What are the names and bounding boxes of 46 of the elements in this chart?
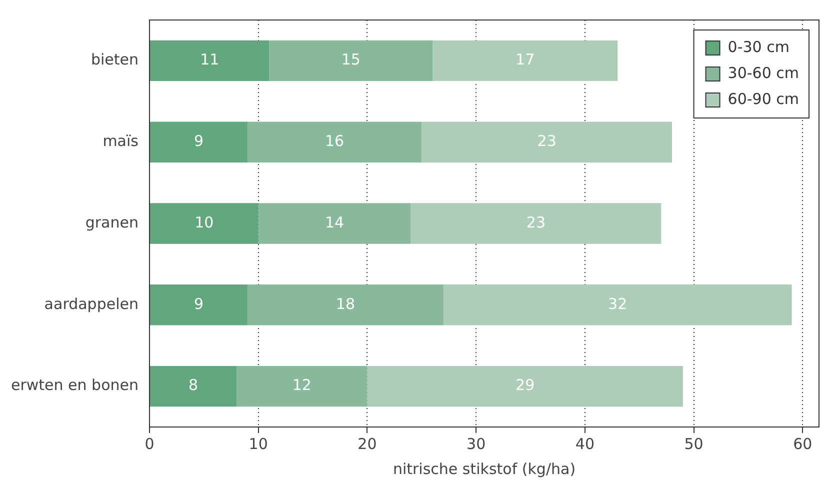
y-tick-label: granen (85, 213, 138, 232)
x-tick-label: 0 (144, 434, 154, 453)
data-label: 17 (516, 50, 535, 69)
data-label: 18 (336, 294, 355, 313)
bar (269, 40, 433, 82)
legend-label: 60-90 cm (728, 90, 800, 108)
x-axis-title: nitrische stikstof (kg/ha) (392, 460, 576, 478)
data-label: 16 (325, 132, 344, 150)
bar (247, 122, 422, 162)
data-label: 23 (537, 132, 556, 150)
bar (258, 203, 411, 244)
bar (236, 366, 368, 407)
x-tick-label: 30 (466, 434, 486, 453)
x-tick-label: 10 (248, 434, 268, 453)
data-label: 23 (526, 213, 546, 232)
data-label: 8 (188, 376, 198, 394)
data-label: 10 (194, 213, 214, 232)
bar (443, 284, 792, 326)
data-label: 12 (292, 376, 312, 394)
y-tick-label: bieten (90, 50, 138, 69)
bar (432, 40, 618, 82)
bar (422, 122, 672, 162)
bar (150, 366, 237, 407)
data-label: 14 (325, 213, 344, 232)
legend-label: 30-60 cm (728, 64, 800, 82)
data-label: 29 (516, 376, 535, 394)
legend-label: 0-30 cm (728, 38, 790, 56)
x-tick-label: 50 (684, 434, 704, 453)
y-tick-label: aardappelen (44, 294, 138, 313)
bar (150, 40, 270, 82)
data-label: 9 (194, 294, 204, 313)
bar (367, 366, 683, 407)
bar (150, 203, 258, 244)
y-tick-label: erwten en bonen (10, 376, 138, 394)
y-tick-label: maïs (102, 132, 139, 150)
bar (410, 203, 662, 244)
bar (150, 122, 248, 162)
data-label: 15 (341, 50, 360, 69)
x-tick-label: 20 (358, 434, 377, 453)
bar (150, 284, 248, 326)
data-label: 32 (608, 294, 628, 313)
data-label: 9 (194, 132, 204, 150)
data-label: 11 (200, 50, 220, 69)
bar (247, 284, 444, 326)
x-tick-label: 40 (575, 434, 594, 453)
x-tick-label: 60 (793, 434, 812, 453)
